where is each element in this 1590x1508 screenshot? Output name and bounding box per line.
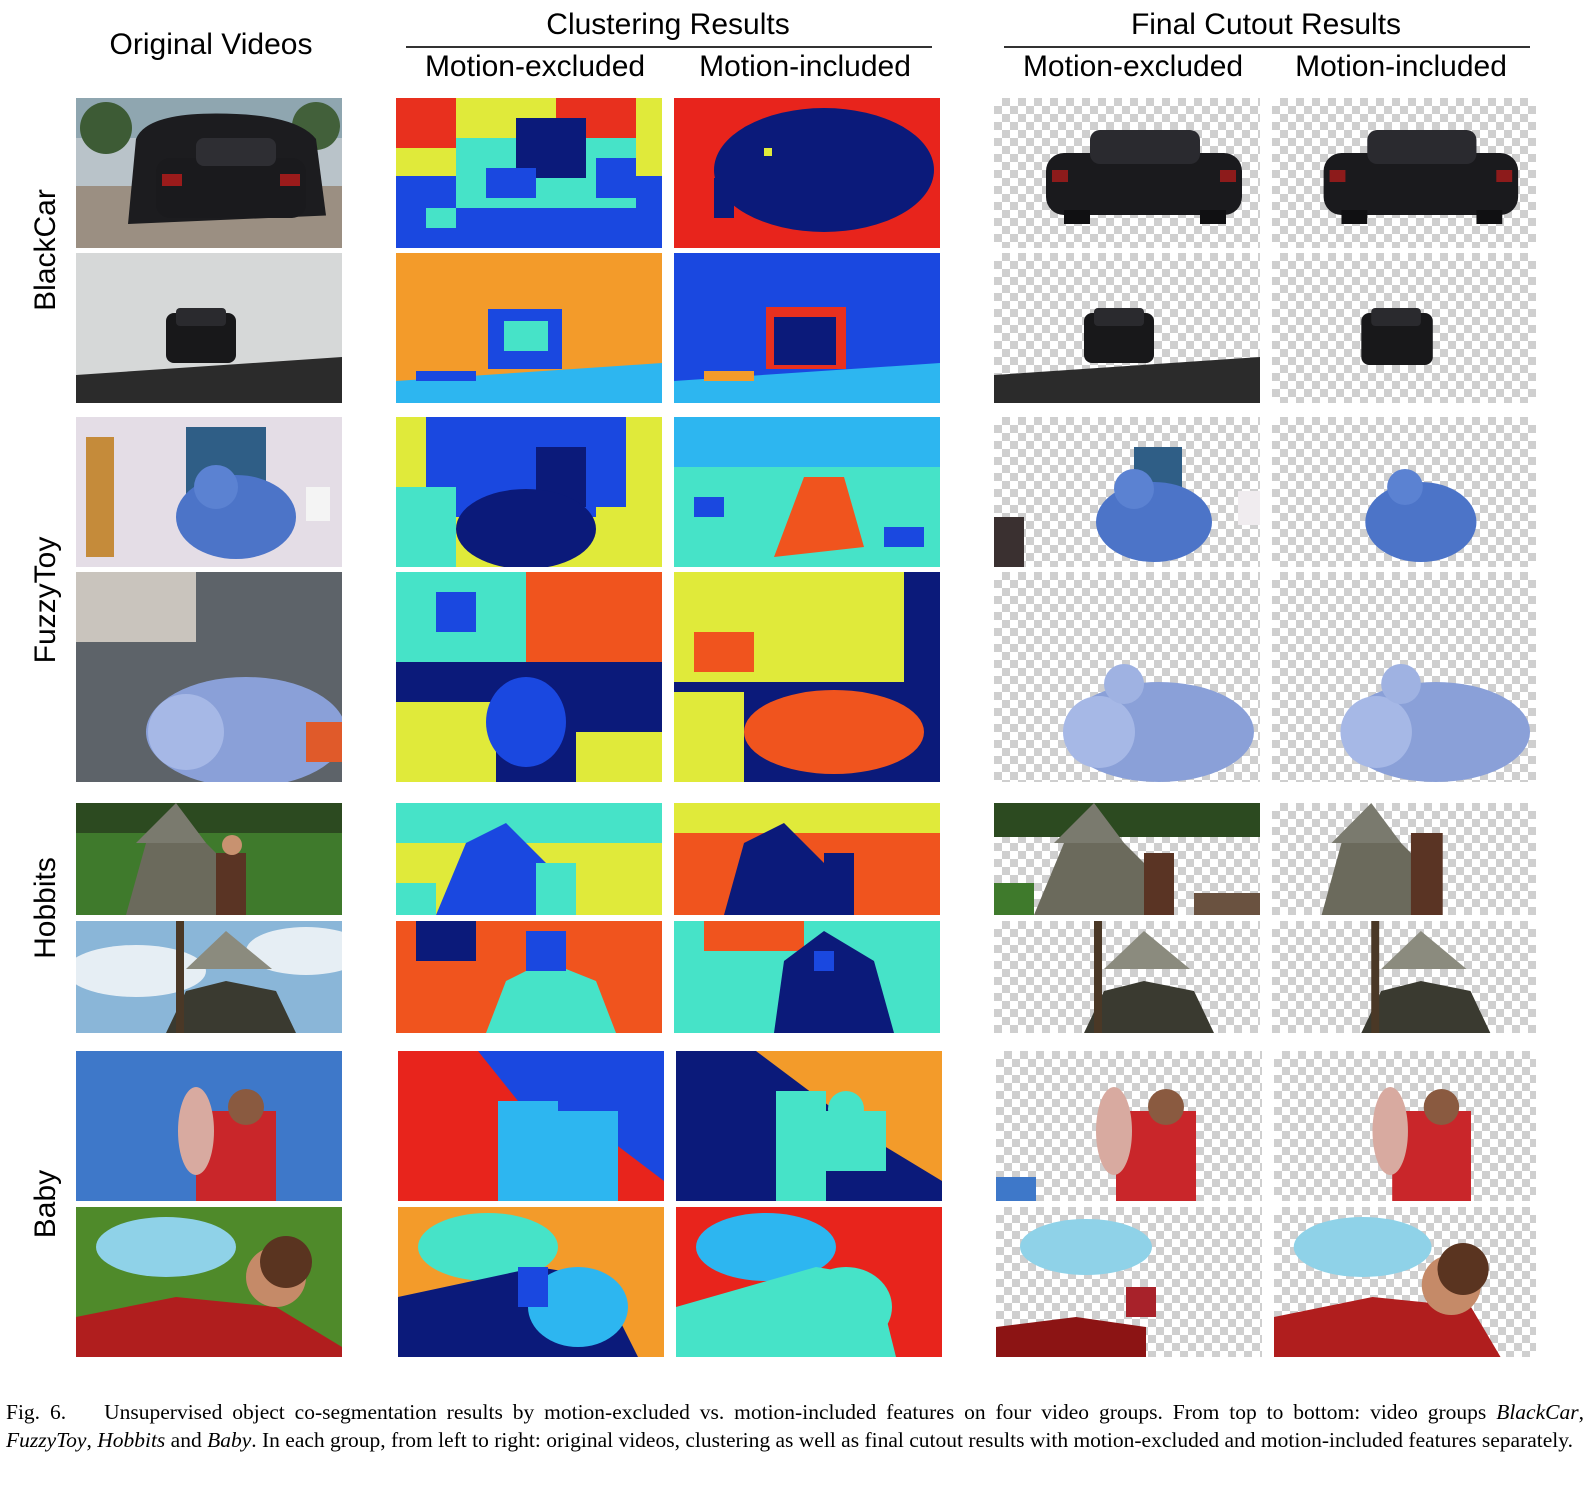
group-label-fuzzytoy: FuzzyToy	[29, 536, 62, 664]
caption-sep-1: ,	[1578, 1400, 1584, 1424]
clustering-included-fuzzytoy-2	[674, 572, 940, 782]
clustering-included-blackcar-1	[674, 98, 940, 248]
original-frame-hobbits-2	[76, 921, 342, 1033]
group-label-hobbits: Hobbits	[29, 857, 62, 959]
clustering-excluded-hobbits-2	[396, 921, 662, 1033]
header-original-videos: Original Videos	[109, 28, 313, 61]
cutout-included-blackcar-1	[1272, 98, 1536, 248]
cutout-included-fuzzytoy-2	[1272, 572, 1536, 782]
figure-caption: Fig. 6. Unsupervised object co-segmentati…	[6, 1398, 1584, 1454]
clustering-excluded-fuzzytoy-1	[396, 417, 662, 567]
final-header-rule	[1004, 46, 1530, 48]
header-final-cutout-results: Final Cutout Results	[1130, 8, 1402, 41]
original-frame-fuzzytoy-2	[76, 572, 342, 782]
original-frame-blackcar-1	[76, 98, 342, 248]
caption-sep-3: and	[165, 1428, 208, 1452]
cutout-included-blackcar-2	[1272, 253, 1536, 403]
header-final-motion-included: Motion-included	[1295, 50, 1507, 83]
cutout-included-hobbits-1	[1272, 803, 1536, 915]
cutout-excluded-blackcar-2	[994, 253, 1260, 403]
caption-text-1: Unsupervised object co-segmentation resu…	[104, 1400, 1497, 1424]
clustering-excluded-hobbits-1	[396, 803, 662, 915]
caption-group-blackcar: BlackCar	[1496, 1400, 1579, 1424]
clustering-included-baby-1	[676, 1051, 942, 1201]
group-label-baby: Baby	[29, 1169, 62, 1239]
original-frame-baby-1	[76, 1051, 342, 1201]
original-frame-fuzzytoy-1	[76, 417, 342, 567]
cutout-excluded-blackcar-1	[994, 98, 1260, 248]
clustering-excluded-baby-1	[398, 1051, 664, 1201]
cutout-excluded-hobbits-2	[994, 921, 1260, 1033]
cutout-excluded-hobbits-1	[994, 803, 1260, 915]
cutout-included-hobbits-2	[1272, 921, 1536, 1033]
original-frame-baby-2	[76, 1207, 342, 1357]
cutout-excluded-baby-2	[996, 1207, 1262, 1357]
cutout-excluded-fuzzytoy-1	[994, 417, 1260, 567]
caption-group-hobbits: Hobbits	[97, 1428, 166, 1452]
header-final-motion-excluded: Motion-excluded	[1022, 50, 1244, 83]
caption-group-baby: Baby	[207, 1428, 252, 1452]
header-clustering-results: Clustering Results	[546, 8, 790, 41]
clustering-excluded-blackcar-2	[396, 253, 662, 403]
clustering-excluded-blackcar-1	[396, 98, 662, 248]
cutout-excluded-baby-1	[996, 1051, 1262, 1201]
caption-text-2: . In each group, from left to right: ori…	[251, 1428, 1573, 1452]
cutout-excluded-fuzzytoy-2	[994, 572, 1260, 782]
clustering-included-blackcar-2	[674, 253, 940, 403]
header-clustering-motion-included: Motion-included	[699, 50, 911, 83]
caption-sep-2: ,	[86, 1428, 98, 1452]
original-frame-hobbits-1	[76, 803, 342, 915]
clustering-included-hobbits-2	[674, 921, 940, 1033]
clustering-excluded-baby-2	[398, 1207, 664, 1357]
cutout-included-baby-2	[1274, 1207, 1536, 1357]
clustering-header-rule	[406, 46, 932, 48]
cutout-included-fuzzytoy-1	[1272, 417, 1536, 567]
clustering-included-baby-2	[676, 1207, 942, 1357]
clustering-included-fuzzytoy-1	[674, 417, 940, 567]
caption-group-fuzzytoy: FuzzyToy	[6, 1428, 87, 1452]
original-frame-blackcar-2	[76, 253, 342, 403]
group-label-blackcar: BlackCar	[29, 189, 62, 311]
clustering-excluded-fuzzytoy-2	[396, 572, 662, 782]
clustering-included-hobbits-1	[674, 803, 940, 915]
caption-label: Fig. 6.	[6, 1400, 67, 1424]
cutout-included-baby-1	[1274, 1051, 1536, 1201]
header-clustering-motion-excluded: Motion-excluded	[424, 50, 646, 83]
